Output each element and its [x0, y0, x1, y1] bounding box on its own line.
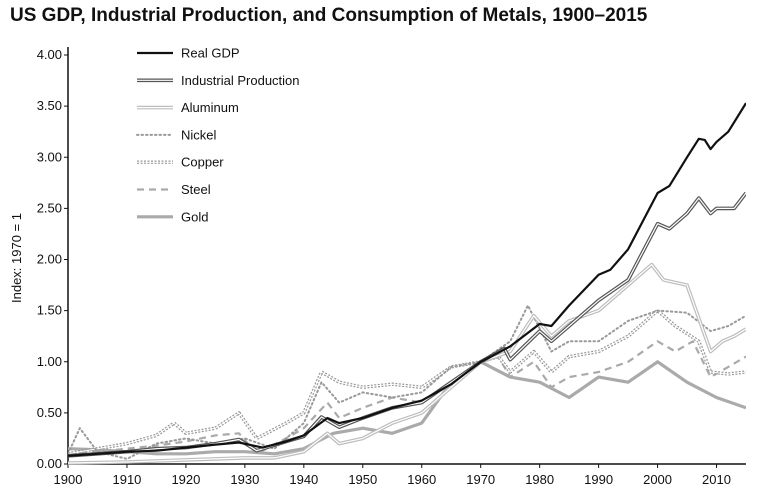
series-line — [68, 360, 746, 456]
legend-item: Gold — [137, 209, 208, 224]
series-nickel — [68, 304, 746, 460]
series-line — [68, 308, 746, 456]
series-line — [68, 262, 746, 465]
series-line — [68, 264, 746, 464]
x-tick-label: 2010 — [702, 472, 731, 487]
x-tick-label: 1960 — [407, 472, 436, 487]
legend-label: Real GDP — [181, 46, 240, 61]
series-line — [68, 340, 746, 455]
y-tick-label: 3.50 — [37, 98, 62, 113]
x-tick-label: 1970 — [466, 472, 495, 487]
x-tick-label: 1980 — [525, 472, 554, 487]
y-axis-label: Index: 1970 = 1 — [9, 213, 24, 303]
x-tick-label: 2000 — [643, 472, 672, 487]
legend-item: Nickel — [136, 127, 217, 142]
legend-label: Industrial Production — [181, 73, 300, 88]
legend-item: Steel — [137, 182, 211, 197]
legend-label: Aluminum — [181, 100, 239, 115]
legend-item: Copper — [137, 155, 224, 170]
legend-label: Steel — [181, 182, 211, 197]
legend-item: Industrial Production — [137, 73, 300, 88]
x-tick-label: 1990 — [584, 472, 613, 487]
series-lines — [68, 102, 746, 465]
series-line — [68, 102, 746, 457]
y-tick-label: 0.50 — [37, 405, 62, 420]
x-tick-label: 1920 — [171, 472, 200, 487]
x-tick-label: 1900 — [54, 472, 83, 487]
chart-title: US GDP, Industrial Production, and Consu… — [10, 5, 648, 26]
y-tick-label: 2.50 — [37, 200, 62, 215]
x-tick-label: 1930 — [230, 472, 259, 487]
series-line — [68, 304, 746, 460]
legend-label: Gold — [181, 209, 208, 224]
x-tick-label: 1950 — [348, 472, 377, 487]
series-line — [68, 310, 746, 455]
legend-item: Aluminum — [137, 100, 239, 115]
series-aluminum — [68, 262, 746, 465]
legend-item: Real GDP — [137, 46, 240, 61]
y-tick-label: 2.00 — [37, 252, 62, 267]
y-tick-label: 3.00 — [37, 149, 62, 164]
y-tick-label: 0.00 — [37, 456, 62, 471]
legend: Real GDP Industrial Production Aluminum Nic… — [136, 46, 300, 224]
y-tick-label: 1.50 — [37, 303, 62, 318]
axes: 0.00 0.50 1.00 1.50 2.00 2.50 3.00 3.50 4.00 1900… — [37, 47, 746, 487]
x-tick-label: 1940 — [289, 472, 318, 487]
series-gold — [68, 360, 746, 456]
series-copper — [68, 308, 746, 456]
series-steel — [68, 340, 746, 455]
y-tick-label: 4.00 — [37, 47, 62, 62]
legend-label: Nickel — [181, 127, 217, 142]
legend-label: Copper — [181, 155, 224, 170]
y-tick-label: 1.00 — [37, 354, 62, 369]
x-tick-label: 1910 — [112, 472, 141, 487]
series-real-gdp — [68, 102, 746, 457]
